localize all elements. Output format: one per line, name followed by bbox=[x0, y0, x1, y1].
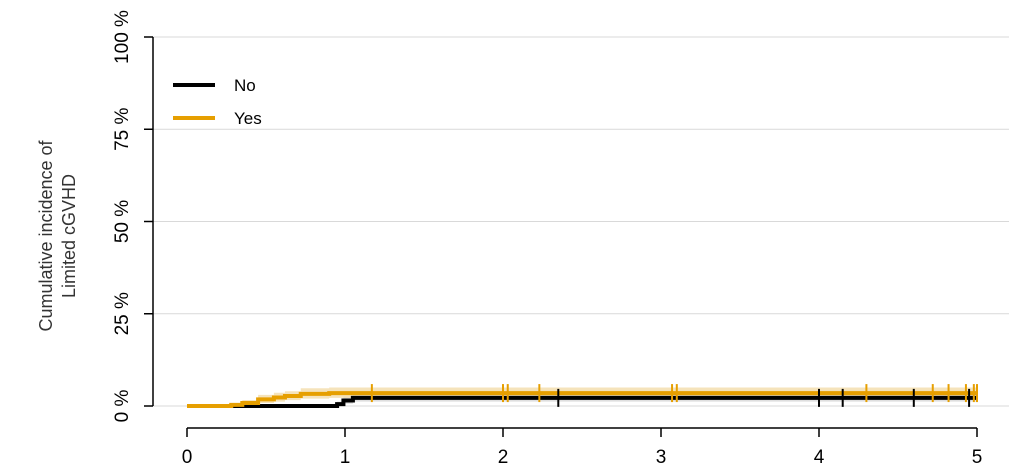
series-lines bbox=[187, 391, 977, 408]
x-tick-label-4: 4 bbox=[814, 447, 825, 468]
x-tick-label-1: 1 bbox=[340, 447, 351, 468]
x-tick-label-2: 2 bbox=[498, 447, 509, 468]
y-tick-label-3: 75 % bbox=[112, 107, 133, 150]
axes: 0 % 25 % 50 % 75 % 100 % 0 1 2 3 4 5 bbox=[112, 10, 982, 468]
y-axis-title-line-2: Limited cGVHD bbox=[59, 174, 79, 298]
y-axis-title: Cumulative incidence of Limited cGVHD bbox=[36, 139, 79, 331]
y-tick-label-0: 0 % bbox=[112, 390, 133, 423]
y-tick-label-4: 100 % bbox=[112, 10, 133, 64]
x-tick-label-3: 3 bbox=[656, 447, 667, 468]
legend: No Yes bbox=[173, 76, 262, 128]
x-tick-label-0: 0 bbox=[182, 447, 193, 468]
grid-layer bbox=[153, 36, 1009, 407]
y-tick-label-1: 25 % bbox=[112, 292, 133, 335]
y-tick-label-2: 50 % bbox=[112, 200, 133, 243]
legend-label-yes: Yes bbox=[234, 109, 262, 128]
series-line-no bbox=[187, 395, 977, 408]
y-axis-title-line-1: Cumulative incidence of bbox=[36, 139, 56, 331]
x-tick-label-5: 5 bbox=[972, 447, 983, 468]
legend-label-no: No bbox=[234, 76, 256, 95]
series-line-yes bbox=[187, 391, 977, 408]
censor-marks bbox=[370, 384, 978, 407]
